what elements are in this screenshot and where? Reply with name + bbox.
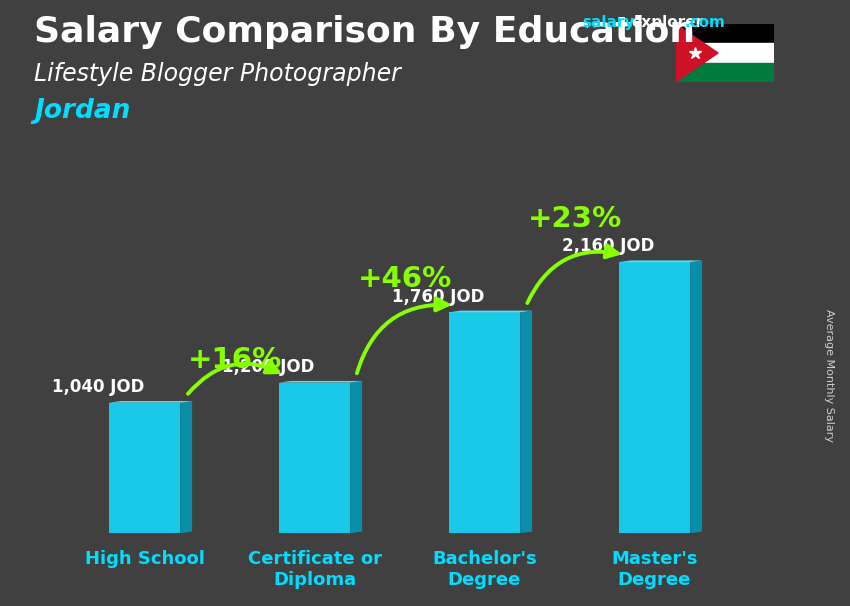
Polygon shape [279,381,362,382]
Polygon shape [449,311,532,312]
Text: explorer: explorer [632,15,704,30]
Text: Jordan: Jordan [34,98,130,124]
Polygon shape [520,311,532,533]
Text: 2,160 JOD: 2,160 JOD [563,238,654,255]
Text: +16%: +16% [189,345,282,373]
Text: +46%: +46% [359,265,452,293]
Text: 1,760 JOD: 1,760 JOD [393,288,484,305]
Text: 1,200 JOD: 1,200 JOD [223,358,314,376]
Bar [676,62,774,82]
Text: Average Monthly Salary: Average Monthly Salary [824,309,834,442]
Polygon shape [279,382,350,533]
Polygon shape [109,403,180,533]
Polygon shape [109,401,192,403]
Polygon shape [676,24,718,82]
Polygon shape [619,261,702,262]
Polygon shape [180,401,192,533]
Text: +23%: +23% [529,205,622,233]
Text: Salary Comparison By Education: Salary Comparison By Education [34,15,695,49]
Text: .com: .com [684,15,725,30]
Text: Lifestyle Blogger Photographer: Lifestyle Blogger Photographer [34,62,401,86]
Polygon shape [350,381,362,533]
Bar [676,44,774,62]
Bar [676,24,774,44]
Polygon shape [619,262,690,533]
Polygon shape [449,312,520,533]
Text: 1,040 JOD: 1,040 JOD [53,378,144,396]
Text: salary: salary [582,15,635,30]
Polygon shape [690,261,702,533]
